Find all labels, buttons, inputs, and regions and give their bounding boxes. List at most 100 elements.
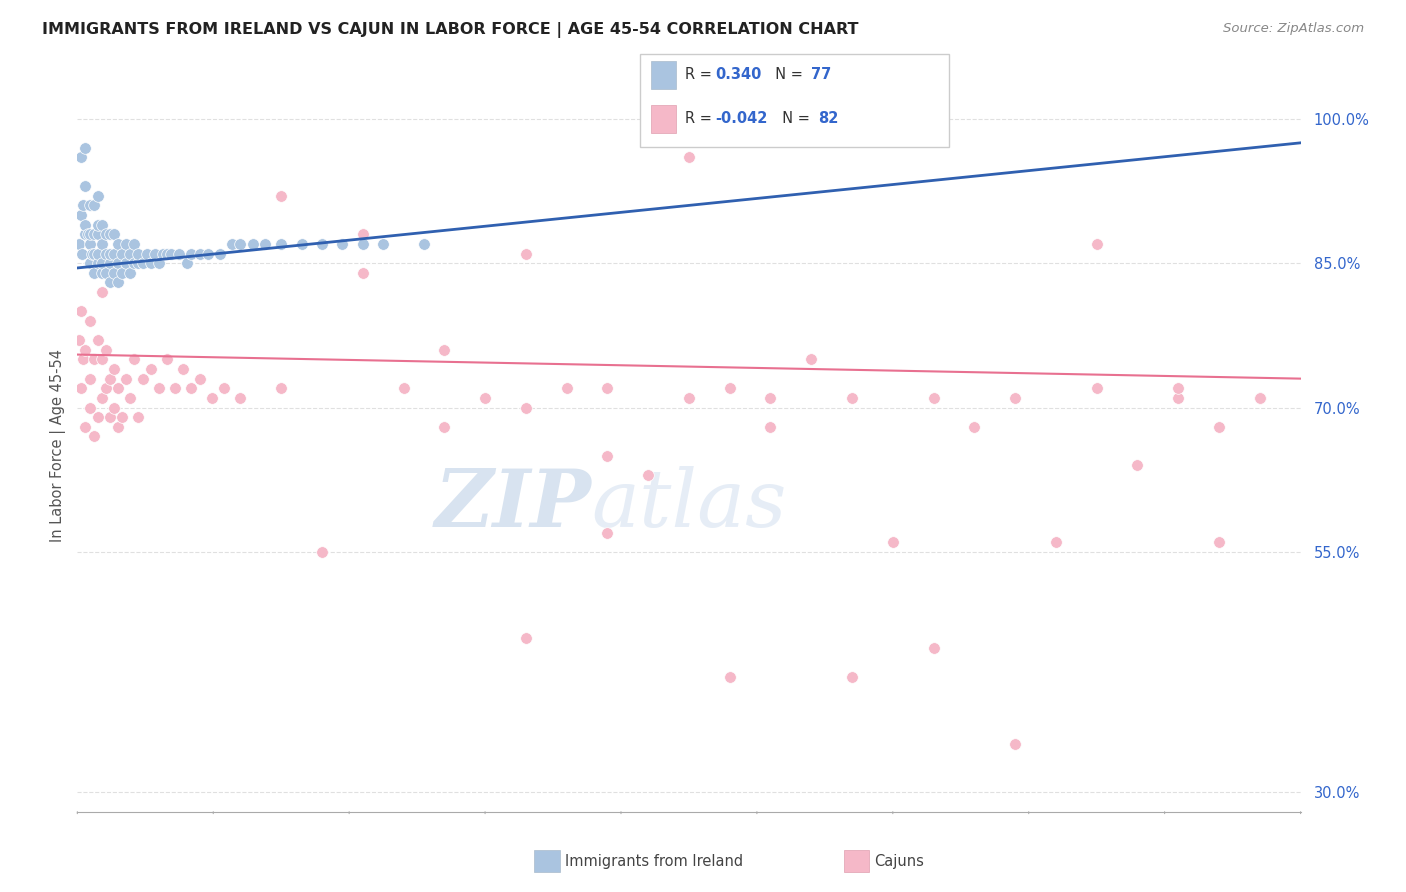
Point (79, 401, 101, 415)
Point (120, 246, 142, 260)
Point (229, 236, 252, 251)
Point (148, 256, 170, 270)
Point (75, 179, 97, 194)
Point (172, 362, 194, 376)
Point (83, 429, 105, 443)
Text: R =: R = (685, 67, 716, 82)
Text: N =: N = (766, 67, 808, 82)
Point (70, 246, 93, 260)
Point (169, 246, 191, 260)
Point (115, 256, 138, 270)
Point (90, 256, 112, 270)
Point (1004, 737, 1026, 751)
Point (70, 150, 93, 164)
Point (70, 208, 93, 222)
Point (1167, 381, 1189, 395)
Point (922, 112, 945, 126)
Point (127, 410, 149, 425)
Point (229, 391, 252, 405)
Point (160, 246, 183, 260)
Point (148, 381, 170, 395)
Point (1249, 391, 1271, 405)
Point (515, 632, 537, 646)
Point (90, 391, 112, 405)
Point (115, 236, 138, 251)
Point (87, 188, 110, 202)
Point (94, 381, 117, 395)
Point (433, 343, 456, 357)
Point (637, 467, 659, 482)
Point (83, 352, 105, 367)
Text: Immigrants from Ireland: Immigrants from Ireland (565, 855, 744, 869)
Point (352, 236, 374, 251)
Point (152, 246, 174, 260)
Point (165, 381, 187, 395)
Point (94, 227, 117, 242)
Point (127, 256, 149, 270)
Point (67, 236, 90, 251)
Point (87, 410, 110, 425)
Point (75, 218, 97, 232)
Point (208, 246, 231, 260)
Point (111, 410, 134, 425)
Point (79, 198, 101, 212)
Point (270, 188, 292, 202)
Y-axis label: In Labor Force | Age 45-54: In Labor Force | Age 45-54 (51, 350, 66, 542)
Point (212, 381, 235, 395)
Point (882, 535, 904, 549)
Point (87, 256, 110, 270)
Point (1045, 535, 1067, 549)
Point (800, 352, 823, 367)
Point (79, 227, 101, 242)
Point (678, 391, 700, 405)
Point (156, 352, 179, 367)
Point (70, 304, 93, 318)
Point (127, 246, 149, 260)
Text: ZIP: ZIP (434, 466, 591, 543)
Point (221, 236, 243, 251)
Point (124, 256, 146, 270)
Point (83, 246, 105, 260)
Point (474, 391, 496, 405)
Text: 82: 82 (818, 112, 838, 127)
Point (392, 381, 415, 395)
Point (253, 236, 276, 251)
Point (98, 410, 121, 425)
Point (352, 227, 374, 242)
Point (90, 285, 112, 299)
Point (79, 371, 101, 385)
Point (67, 333, 90, 347)
Point (1085, 236, 1108, 251)
Point (120, 266, 142, 280)
Point (841, 670, 863, 684)
Point (596, 449, 619, 463)
Point (131, 256, 153, 270)
Point (103, 401, 125, 415)
Point (87, 246, 110, 260)
Text: IMMIGRANTS FROM IRELAND VS CAJUN IN LABOR FORCE | AGE 45-54 CORRELATION CHART: IMMIGRANTS FROM IRELAND VS CAJUN IN LABO… (42, 22, 859, 38)
Point (70, 381, 93, 395)
Point (1208, 419, 1230, 434)
Point (1085, 381, 1108, 395)
Point (98, 246, 121, 260)
Point (759, 419, 782, 434)
Point (90, 352, 112, 367)
Point (87, 218, 110, 232)
Point (111, 266, 134, 280)
Point (515, 246, 537, 260)
Point (1126, 458, 1149, 473)
Point (352, 266, 374, 280)
Point (270, 236, 292, 251)
Point (111, 246, 134, 260)
Point (188, 246, 211, 260)
Text: 77: 77 (811, 67, 831, 82)
Text: R =: R = (685, 112, 716, 127)
Point (139, 256, 162, 270)
Point (515, 401, 537, 415)
Point (98, 256, 121, 270)
Point (75, 141, 97, 155)
Point (135, 246, 157, 260)
Point (963, 419, 986, 434)
Point (103, 266, 125, 280)
Point (759, 391, 782, 405)
